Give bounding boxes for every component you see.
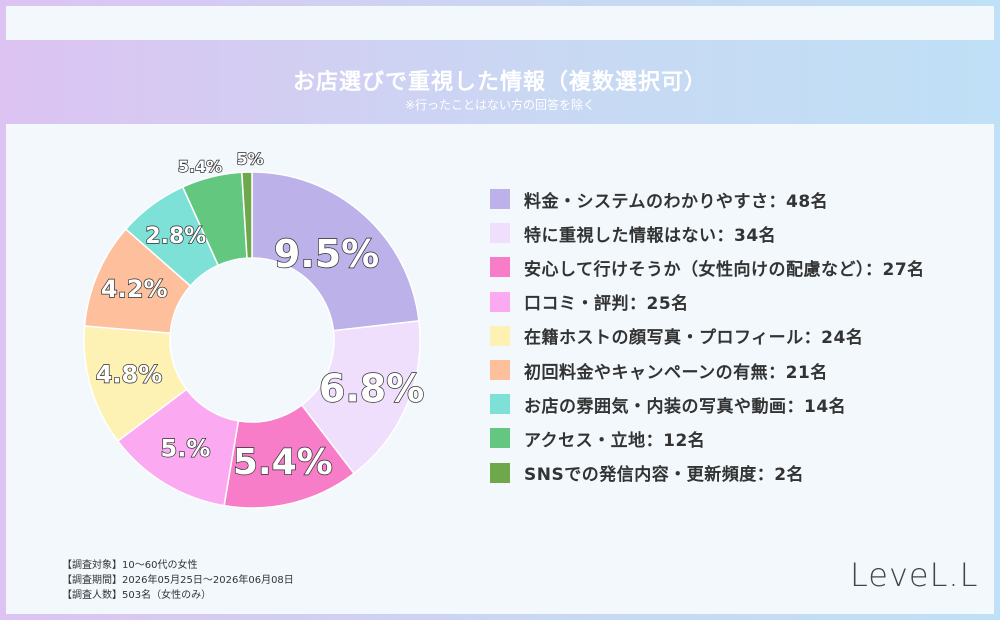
slice-data-label-1: 9.5% — [274, 232, 379, 276]
slice-data-label-8: 5.4% — [178, 157, 222, 176]
slice-data-label-9: 5% — [237, 150, 264, 169]
survey-info: 【調査対象】10～60代の女性 【調査期間】2026年05月25日～2026年0… — [62, 558, 294, 603]
legend-swatch — [490, 360, 510, 381]
legend-swatch — [490, 394, 510, 415]
pie-slice-9 — [241, 171, 253, 259]
legend-label: 料金・システムのわかりやすさ：48名 — [524, 191, 829, 212]
legend-swatch — [490, 325, 510, 346]
legend-swatch — [490, 189, 510, 210]
legend-label: 特に重視した情報はない：34名 — [524, 225, 777, 246]
legend-label: SNSでの発信内容・更新頻度：2名 — [524, 465, 805, 486]
legend-item: お店の雰囲気・内装の写真や動画：14名 — [490, 387, 925, 421]
survey-target: 【調査対象】10～60代の女性 — [62, 560, 198, 571]
legend-swatch — [490, 428, 510, 449]
legend-item: 口コミ・評判：25名 — [490, 285, 925, 319]
chart-title: お店選びで重視した情報（複数選択可） — [292, 70, 707, 95]
legend-swatch — [490, 291, 510, 312]
legend-label: 初回料金やキャンペーンの有無：21名 — [524, 362, 828, 383]
legend-item: SNSでの発信内容・更新頻度：2名 — [490, 456, 925, 490]
legend-item: 初回料金やキャンペーンの有無：21名 — [490, 353, 925, 387]
slice-data-label-3: 5.4% — [233, 442, 333, 483]
legend-swatch — [490, 462, 510, 483]
slice-data-label-6: 4.2% — [101, 275, 168, 303]
chart-subtitle: ※行ったことはない方の回答を除く — [404, 98, 596, 112]
legend-swatch — [490, 257, 510, 278]
legend-item: 在籍ホストの顔写真・プロフィール：24名 — [490, 319, 925, 353]
legend-label: 在籍ホストの顔写真・プロフィール：24名 — [524, 328, 864, 349]
top-banner — [6, 6, 994, 40]
chart-legend: 料金・システムのわかりやすさ：48名 特に重視した情報はない：34名安心して行けそ… — [490, 182, 925, 490]
legend-swatch — [490, 223, 510, 244]
legend-item: アクセス・立地：12名 — [490, 421, 925, 455]
legend-label: お店の雰囲気・内装の写真や動画：14名 — [524, 396, 847, 417]
legend-label: アクセス・立地：12名 — [524, 430, 706, 451]
legend-item: 特に重視した情報はない：34名 — [490, 216, 925, 250]
slice-data-label-2: 6.8% — [319, 366, 424, 410]
slice-data-label-7: 2.8% — [145, 224, 206, 249]
pie-slice-1 — [251, 171, 420, 332]
slice-data-label-4: 5.% — [161, 434, 211, 462]
legend-label: 安心して行けそうか（女性向けの配慮など）：27名 — [524, 259, 925, 280]
pie-slice-2 — [300, 320, 421, 475]
legend-item: 料金・システムのわかりやすさ：48名 — [490, 182, 925, 216]
survey-respondents: 【調査人数】503名（女性のみ） — [62, 590, 212, 601]
legend-label: 口コミ・評判：25名 — [524, 294, 689, 315]
slice-data-label-5: 4.8% — [96, 360, 163, 388]
legend-item: 安心して行けそうか（女性向けの配慮など）：27名 — [490, 250, 925, 284]
brand-logo: LeveL.L — [850, 556, 979, 594]
survey-period: 【調査期間】2026年05月25日～2026年06月08日 — [62, 575, 294, 586]
